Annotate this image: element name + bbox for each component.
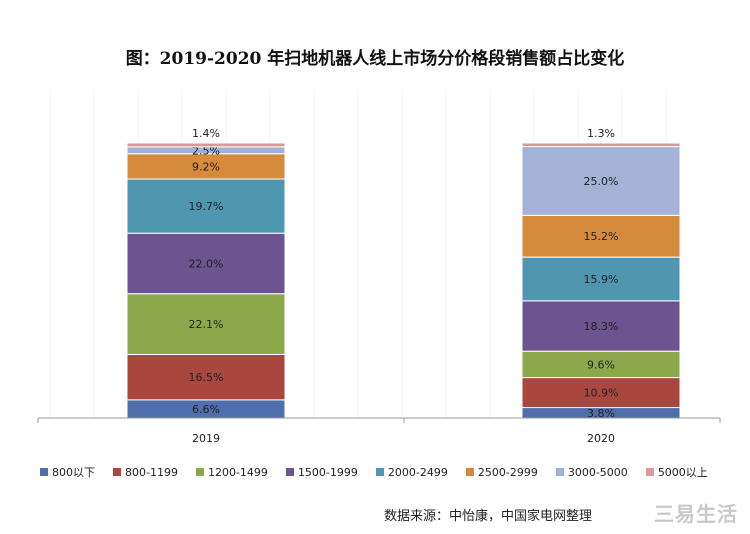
bar-segment — [521, 146, 681, 216]
segment-value-label: 19.7% — [189, 200, 224, 213]
bar-segment — [521, 300, 681, 352]
legend-label: 2000-2499 — [387, 465, 448, 479]
chart-legend: 800以下 800-1199 1200-1499 1500-1999 2000-2499… — [40, 464, 740, 480]
bar-segment — [126, 353, 286, 401]
watermark-logo: 三易生活 — [654, 502, 738, 526]
legend-item: 2500-2999 — [465, 464, 538, 480]
segment-value-label: 15.2% — [584, 230, 619, 243]
segment-value-label: 1.3% — [587, 127, 615, 140]
legend-swatch — [645, 468, 654, 476]
segment-value-label: 22.1% — [189, 318, 224, 331]
stacked-bar-chart: 6.6% 16.5% 22.1% 22.0% 19.7% 9.2% 2.5% 1.4% 2019… — [37, 90, 721, 445]
segment-value-label: 9.2% — [192, 160, 220, 173]
bar-segment — [126, 232, 286, 295]
legend-swatch — [555, 468, 564, 476]
bar-segment — [126, 142, 286, 148]
bar-segment — [521, 377, 681, 409]
segment-value-label: 10.9% — [584, 387, 619, 400]
bar-segment — [521, 142, 681, 148]
legend-swatch — [285, 468, 294, 476]
segment-value-label: 18.3% — [584, 320, 619, 333]
legend-label: 800-1199 — [125, 465, 178, 479]
segment-value-label: 1.4% — [192, 127, 220, 140]
bar-segment — [521, 214, 681, 258]
x-tick-label: 2019 — [192, 432, 220, 445]
legend-item: 2000-2499 — [375, 464, 448, 480]
bar-segment — [521, 256, 681, 302]
legend-item: 3000-5000 — [555, 464, 628, 480]
segment-value-label: 2.5% — [192, 144, 220, 157]
legend-swatch — [113, 468, 121, 476]
legend-swatch — [195, 468, 204, 476]
segment-value-label: 15.9% — [584, 273, 619, 286]
x-tick-label: 2020 — [587, 432, 615, 445]
chart-title: 图：2019-2020 年扫地机器人线上市场分价格段销售额占比变化 — [125, 49, 625, 69]
legend-label: 5000以上 — [657, 466, 708, 479]
legend-label: 1500-1999 — [297, 465, 358, 479]
segment-value-label: 22.0% — [189, 257, 224, 270]
legend-swatch — [465, 468, 474, 476]
legend-label: 800以下 — [52, 466, 95, 479]
legend-item: 1200-1499 — [195, 464, 268, 480]
legend-swatch — [40, 468, 48, 476]
legend-item: 800以下 — [40, 464, 95, 480]
segment-value-label: 16.5% — [189, 371, 224, 384]
segment-value-label: 6.6% — [192, 403, 220, 416]
legend-item: 800-1199 — [113, 464, 178, 480]
data-source-note: 数据来源：中怡康，中国家电网整理 — [384, 509, 593, 524]
legend-swatch — [375, 468, 384, 476]
segment-value-label: 3.8% — [587, 407, 615, 420]
legend-label: 3000-5000 — [567, 465, 628, 479]
legend-item: 5000以上 — [645, 464, 708, 480]
legend-label: 2500-2999 — [477, 465, 538, 479]
segment-value-label: 9.6% — [587, 358, 615, 371]
bar-segment — [126, 293, 286, 355]
segment-value-label: 25.0% — [584, 175, 619, 188]
legend-item: 1500-1999 — [285, 464, 358, 480]
legend-label: 1200-1499 — [207, 465, 268, 479]
